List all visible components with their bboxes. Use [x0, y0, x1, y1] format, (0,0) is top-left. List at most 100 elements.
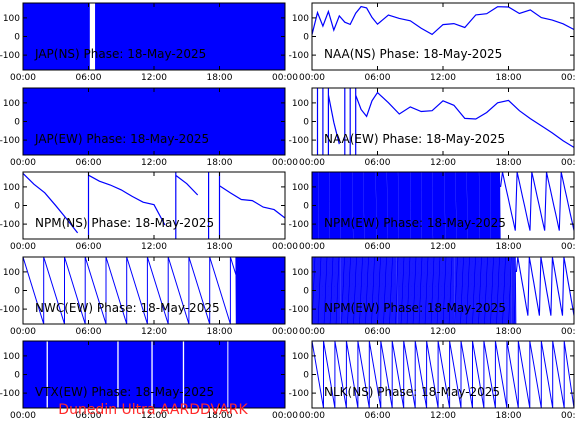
- x-tick-label: 18:00: [496, 327, 522, 337]
- y-tick-label: 0: [303, 202, 309, 212]
- panel-title: NPM(EW) Phase: 18-May-2025: [324, 216, 506, 230]
- x-tick-label: 06:00: [365, 327, 391, 337]
- panel-title: JAP(EW) Phase: 18-May-2025: [34, 132, 209, 146]
- panel-8: 100 0 -100 00:00 06:00 12:00 18:00 00:00 NPM(EW)…: [289, 256, 576, 337]
- y-tick-label: 100: [3, 99, 20, 109]
- trace-gap: [227, 341, 229, 408]
- trace-gap: [117, 341, 119, 408]
- x-tick-label: 12:00: [430, 411, 456, 421]
- y-tick-label: -100: [0, 220, 20, 230]
- x-tick-label: 00:00: [299, 327, 325, 337]
- trace-fill: [23, 88, 285, 155]
- trace-line: [312, 5, 574, 36]
- footer-caption: Dunedin Ultra AARDDVARK: [58, 402, 248, 418]
- panel-title: VTX(EW) Phase: 18-May-2025: [35, 385, 214, 399]
- x-tick-label: 06:00: [365, 73, 391, 83]
- x-tick-label: 00:00: [299, 73, 325, 83]
- x-tick-label: 00:00: [10, 327, 36, 337]
- x-tick-label: 12:00: [141, 73, 167, 83]
- trace-area: [23, 88, 285, 155]
- x-tick-label: 00:00: [272, 327, 298, 337]
- trace-line: [312, 341, 574, 408]
- trace-fill: [23, 341, 285, 408]
- y-tick-label: -100: [289, 136, 310, 146]
- x-tick-label: 00:00: [272, 73, 298, 83]
- trace-line: [23, 172, 285, 239]
- trace-gap: [151, 341, 153, 408]
- y-tick-label: 100: [292, 183, 309, 193]
- trace-line: [23, 257, 285, 324]
- trace-line: [316, 88, 574, 155]
- x-tick-label: 18:00: [207, 242, 233, 252]
- y-tick-label: -100: [0, 389, 20, 399]
- panel-6: 100 0 -100 00:00 06:00 12:00 18:00 00:00 NPM(EW)…: [289, 171, 576, 252]
- x-tick-label: 06:00: [76, 73, 102, 83]
- x-tick-label: 12:00: [141, 411, 167, 421]
- x-tick-label: 00:00: [10, 73, 36, 83]
- y-tick-label: 0: [303, 118, 309, 128]
- x-tick-label: 06:00: [76, 242, 102, 252]
- x-tick-label: 00:00: [561, 242, 576, 252]
- y-tick-label: 100: [3, 268, 20, 278]
- x-tick-label: 00:00: [272, 242, 298, 252]
- x-tick-label: 12:00: [430, 73, 456, 83]
- x-tick-label: 00:00: [10, 411, 36, 421]
- trace-area: [312, 5, 574, 36]
- panel-7: 100 0 -100 00:00 06:00 12:00 18:00 00:00 NWC(EW)…: [0, 256, 298, 337]
- x-tick-label: 00:00: [561, 73, 576, 83]
- y-tick-label: 0: [303, 371, 309, 381]
- x-tick-label: 18:00: [207, 411, 233, 421]
- y-tick-label: 100: [3, 14, 20, 24]
- y-tick-label: 100: [292, 14, 309, 24]
- x-tick-label: 00:00: [10, 242, 36, 252]
- y-tick-label: 100: [3, 352, 20, 362]
- x-tick-label: 12:00: [141, 327, 167, 337]
- y-tick-label: -100: [289, 51, 310, 61]
- x-tick-label: 06:00: [76, 327, 102, 337]
- y-tick-label: 100: [292, 352, 309, 362]
- x-tick-label: 06:00: [365, 411, 391, 421]
- x-tick-label: 06:00: [365, 242, 391, 252]
- x-tick-label: 00:00: [299, 411, 325, 421]
- y-tick-label: -100: [289, 305, 310, 315]
- panel-title: NLK(NS) Phase: 18-May-2025: [324, 385, 500, 399]
- y-tick-label: -100: [0, 51, 20, 61]
- x-tick-label: 18:00: [207, 158, 233, 168]
- x-tick-label: 18:00: [496, 411, 522, 421]
- y-tick-label: 100: [292, 99, 309, 109]
- panel-9: 100 0 -100 00:00 06:00 12:00 18:00 00:00 VTX(EW)…: [0, 340, 298, 421]
- panel-3: 100 0 -100 00:00 06:00 12:00 18:00 00:00 JAP(EW)…: [0, 87, 298, 168]
- y-tick-label: 100: [3, 183, 20, 193]
- y-tick-label: 0: [14, 33, 20, 43]
- x-tick-label: 00:00: [561, 411, 576, 421]
- y-tick-label: -100: [0, 305, 20, 315]
- panel-5: 100 0 -100 00:00 06:00 12:00 18:00 00:00 NPM(NS)…: [0, 171, 298, 252]
- trace-gap: [46, 341, 48, 408]
- y-tick-label: 100: [292, 268, 309, 278]
- x-tick-label: 18:00: [496, 73, 522, 83]
- y-tick-label: 0: [303, 287, 309, 297]
- x-tick-label: 00:00: [272, 158, 298, 168]
- trace-gap: [182, 341, 185, 408]
- panel-10: 100 0 -100 00:00 06:00 12:00 18:00 00:00 NLK(NS)…: [289, 340, 576, 421]
- x-tick-label: 00:00: [299, 158, 325, 168]
- y-tick-label: 0: [14, 118, 20, 128]
- trace-area: [316, 88, 574, 155]
- trace-area: [23, 257, 285, 324]
- x-tick-label: 00:00: [299, 242, 325, 252]
- x-tick-label: 06:00: [76, 411, 102, 421]
- panel-4: 100 0 -100 00:00 06:00 12:00 18:00 00:00 NAA(EW)…: [289, 87, 576, 168]
- x-tick-label: 06:00: [365, 158, 391, 168]
- trace-area: [312, 341, 574, 408]
- y-tick-label: 0: [14, 202, 20, 212]
- x-tick-label: 18:00: [496, 158, 522, 168]
- x-tick-label: 00:00: [10, 158, 36, 168]
- panel-title: NPM(NS) Phase: 18-May-2025: [35, 216, 214, 230]
- x-tick-label: 12:00: [430, 158, 456, 168]
- y-tick-label: 0: [14, 287, 20, 297]
- panel-title: NAA(NS) Phase: 18-May-2025: [324, 47, 502, 61]
- trace-area: [23, 172, 285, 239]
- y-tick-label: 0: [14, 371, 20, 381]
